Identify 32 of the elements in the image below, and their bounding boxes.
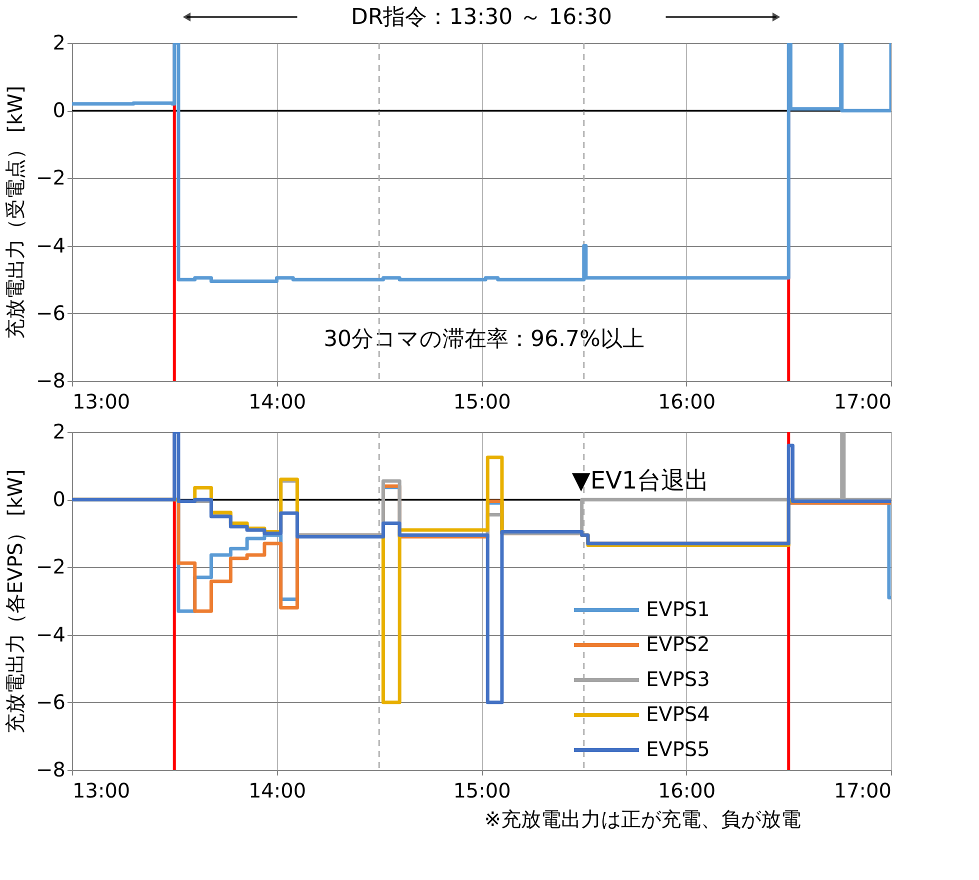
y-axis-title: 充放電出力（各EVPS） [kW]	[3, 469, 28, 734]
y-tick-label: −4	[36, 233, 66, 258]
y-tick-label: 2	[52, 30, 66, 54]
legend-label: EVPS3	[646, 667, 710, 691]
x-tick-label: 15:00	[453, 390, 511, 414]
legend-label: EVPS5	[646, 737, 710, 761]
y-tick-label: −6	[36, 300, 66, 325]
y-tick-label: −8	[36, 368, 66, 392]
chart-title: DR指令：13:30 ～ 16:30	[350, 5, 612, 30]
annotation: ▼EV1台退出	[572, 466, 710, 495]
x-tick-label: 17:00	[834, 778, 892, 802]
y-axis-title: 充放電出力（受電点） [kW]	[3, 86, 28, 340]
y-tick-label: 2	[52, 420, 66, 444]
text: ※充放電出力は正が充電、負が放電	[484, 807, 801, 831]
x-tick-label: 16:00	[658, 778, 716, 802]
x-tick-label: 13:00	[72, 778, 130, 802]
legend-label: EVPS2	[646, 632, 710, 656]
y-tick-label: 0	[52, 487, 66, 512]
y-tick-label: −2	[36, 166, 66, 190]
x-tick-label: 13:00	[72, 390, 130, 414]
legend-label: EVPS1	[646, 597, 710, 621]
y-tick-label: 0	[52, 98, 66, 122]
x-tick-label: 15:00	[453, 778, 511, 802]
y-tick-label: −6	[36, 690, 66, 714]
x-tick-label: 14:00	[248, 778, 306, 802]
x-tick-label: 14:00	[248, 390, 306, 414]
x-tick-label: 16:00	[658, 390, 716, 414]
y-tick-label: −2	[36, 554, 66, 579]
y-tick-label: −4	[36, 622, 66, 646]
legend-label: EVPS4	[646, 702, 710, 726]
x-tick-label: 17:00	[834, 390, 892, 414]
y-tick-label: −8	[36, 758, 66, 782]
